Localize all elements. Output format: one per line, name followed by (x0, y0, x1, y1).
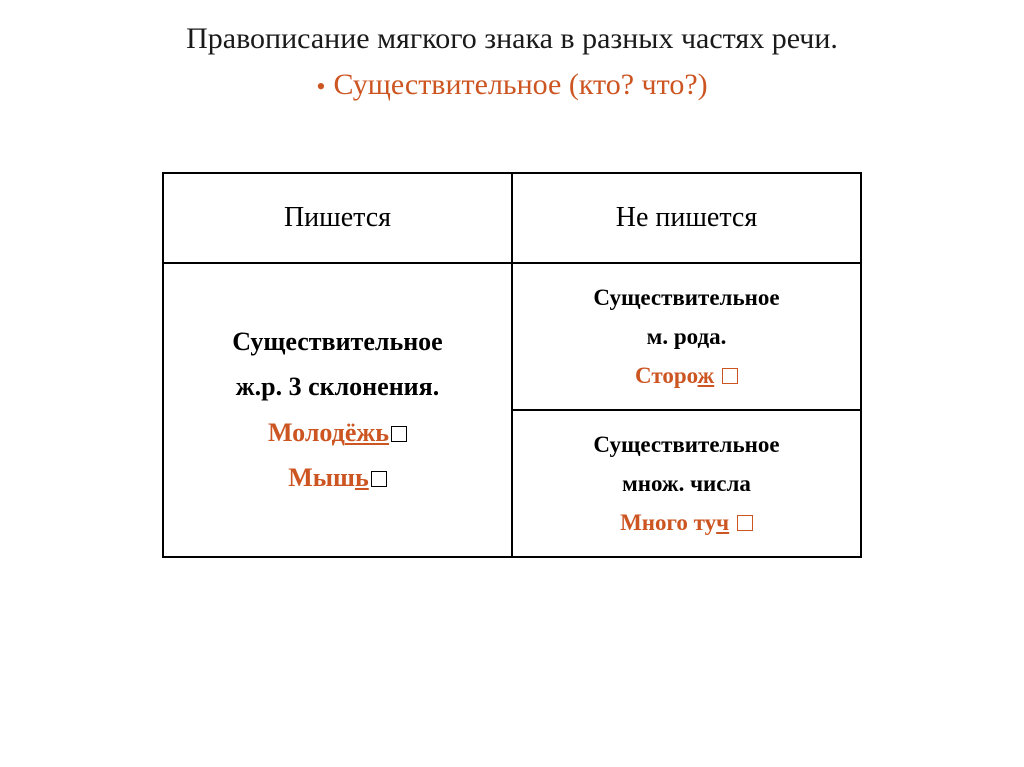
ex-suffix: ёжь (345, 418, 389, 447)
cell-feminine: Существительное ж.р. 3 склонения. Молодё… (163, 263, 512, 558)
example-word: Сторож (523, 356, 850, 395)
table-header-row: Пишется Не пишется (163, 173, 861, 263)
header-not-writes: Не пишется (512, 173, 861, 263)
ex-stem: Много ту (620, 510, 716, 535)
cell-plural: Существительное множ. числа Много туч (512, 410, 861, 557)
cell-line: Существительное (523, 278, 850, 317)
ending-box-icon (737, 515, 753, 531)
ex-stem: Мыш (288, 463, 355, 492)
subtitle-text: Существительное (кто? что?) (333, 68, 707, 101)
bullet-icon: • (316, 72, 325, 101)
ex-suffix: ь (355, 463, 369, 492)
header-writes: Пишется (163, 173, 512, 263)
rules-table-wrap: Пишется Не пишется Существительное ж.р. … (162, 172, 862, 559)
cell-line: ж.р. 3 склонения. (174, 364, 501, 410)
cell-line: м. рода. (523, 317, 850, 356)
ending-box-icon (391, 426, 407, 442)
cell-line: Существительное (523, 425, 850, 464)
example-word: Молодёжь (174, 410, 501, 456)
ex-suffix: ч (716, 510, 729, 535)
subtitle-line: • Существительное (кто? что?) (0, 68, 1024, 102)
ex-stem: Молод (268, 418, 345, 447)
slide: Правописание мягкого знака в разных част… (0, 0, 1024, 767)
ex-suffix: ж (698, 363, 715, 388)
cell-masculine: Существительное м. рода. Сторож (512, 263, 861, 410)
table-body-row-1: Существительное ж.р. 3 склонения. Молодё… (163, 263, 861, 410)
rules-table: Пишется Не пишется Существительное ж.р. … (162, 172, 862, 559)
ending-box-icon (371, 471, 387, 487)
ex-stem: Сторо (635, 363, 698, 388)
ending-box-icon (722, 368, 738, 384)
example-word: Много туч (523, 503, 850, 542)
page-title: Правописание мягкого знака в разных част… (102, 20, 921, 58)
example-word: Мышь (174, 455, 501, 501)
cell-line: Существительное (174, 319, 501, 365)
cell-line: множ. числа (523, 464, 850, 503)
